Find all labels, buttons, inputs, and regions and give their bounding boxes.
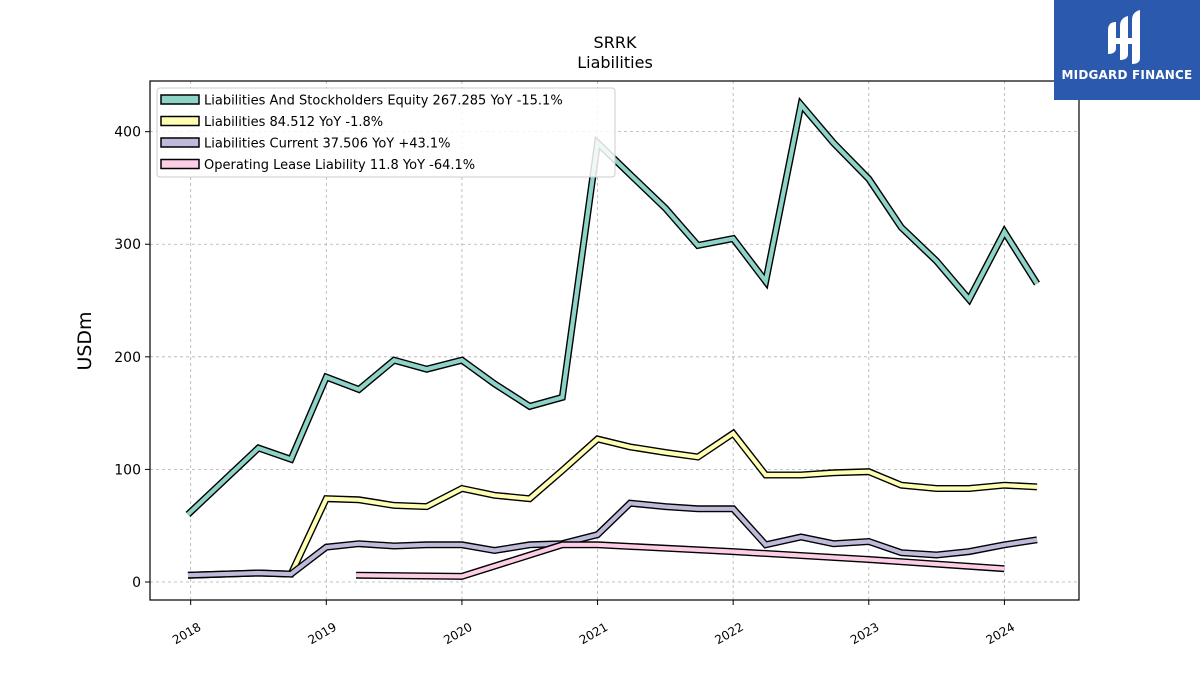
series-line: [186, 99, 1039, 516]
y-tick-label: 300: [114, 237, 141, 253]
legend: Liabilities And Stockholders Equity 267.…: [156, 87, 616, 178]
y-tick-label: 0: [132, 575, 141, 591]
series-line: [187, 430, 1038, 578]
legend-swatch: [160, 137, 200, 148]
chart-subtitle: Liabilities: [577, 53, 653, 72]
midgard-logo-icon: [1108, 10, 1140, 64]
midgard-finance-logo: MIDGARD FINANCE: [1054, 0, 1200, 100]
series-0: [185, 96, 1040, 517]
y-axis-label: USDm: [74, 311, 96, 370]
y-tick-label: 400: [114, 125, 141, 141]
series-lines: [185, 96, 1040, 580]
legend-entry: Liabilities Current 37.506 YoY +43.1%: [204, 137, 451, 152]
legend-swatch: [160, 94, 200, 105]
legend-box: [156, 87, 616, 178]
logo-text: MIDGARD FINANCE: [1061, 68, 1193, 82]
plot-frame: [149, 80, 1080, 601]
legend-entry: Liabilities And Stockholders Equity 267.…: [204, 94, 563, 109]
legend-swatch: [160, 115, 200, 127]
y-tick-label: 200: [114, 350, 141, 366]
legend-entry: Operating Lease Liability 11.8 YoY -64.1…: [204, 158, 475, 173]
series-2: [187, 499, 1038, 579]
legend-entry: Liabilities 84.512 YoY -1.8%: [204, 115, 383, 130]
series-line: [187, 501, 1038, 578]
y-tick-label: 100: [114, 462, 141, 478]
series-line: [356, 542, 1005, 579]
legend-swatch: [160, 158, 200, 170]
series-1: [187, 428, 1038, 579]
series-3: [356, 541, 1005, 580]
chart-title: SRRK: [594, 33, 637, 52]
